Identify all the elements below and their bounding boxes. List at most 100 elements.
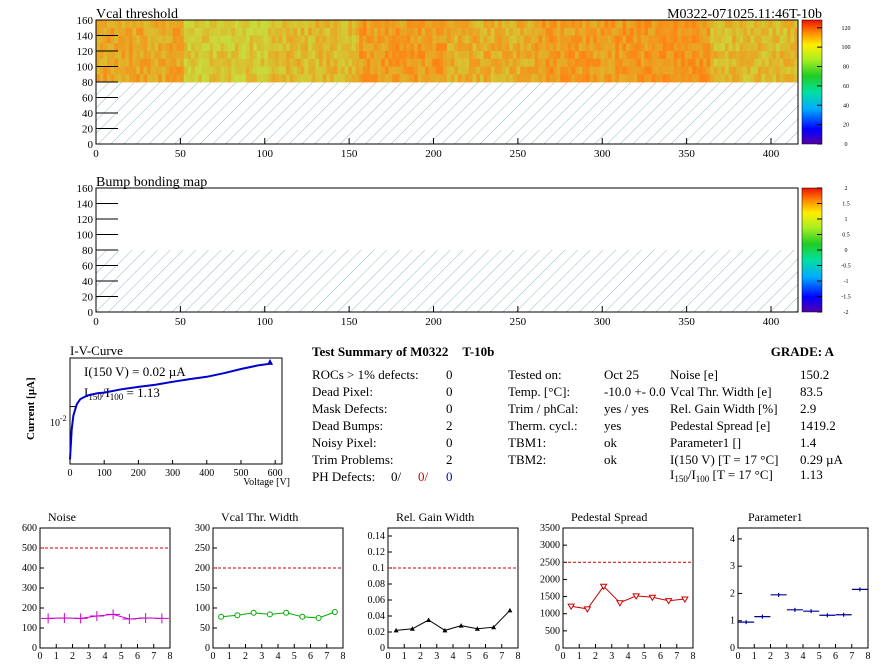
vcal-map-title: Vcal threshold	[96, 7, 178, 22]
heatmap-cell	[637, 74, 642, 83]
heatmap-cell	[260, 51, 265, 60]
heatmap-cell	[436, 74, 441, 83]
heatmap-cell	[783, 43, 788, 52]
heatmap-cell	[180, 35, 185, 44]
heatmap-cell	[615, 35, 620, 44]
heatmap-cell	[110, 66, 115, 75]
heatmap-cell	[772, 58, 777, 67]
heatmap-cell	[176, 51, 181, 60]
heatmap-cell	[231, 58, 236, 67]
heatmap-cell	[461, 20, 466, 29]
heatmap-cell	[618, 58, 623, 67]
heatmap-cell	[425, 74, 430, 83]
small-xtick-label: 8	[341, 651, 346, 662]
heatmap-cell	[728, 43, 733, 52]
heatmap-cell	[593, 58, 598, 67]
heatmap-cell	[348, 74, 353, 83]
heatmap-cell	[278, 51, 283, 60]
heatmap-cell	[304, 66, 309, 75]
heatmap-cell	[454, 66, 459, 75]
heatmap-cell	[143, 20, 148, 29]
heatmap-cell	[377, 66, 382, 75]
heatmap-cell	[414, 27, 419, 36]
heatmap-cell	[615, 27, 620, 36]
heatmap-cell	[264, 58, 269, 67]
heatmap-cell	[308, 20, 313, 29]
heatmap-cell	[457, 43, 463, 52]
heatmap-cell	[436, 58, 441, 67]
heatmap-cell	[315, 51, 320, 60]
small-ytick-label: 300	[22, 583, 37, 594]
summary-row-value: Oct 25	[604, 367, 639, 382]
heatmap-cell	[644, 43, 649, 52]
small-xtick-label: 3	[86, 651, 91, 662]
heatmap-cell	[750, 43, 755, 52]
data-point	[680, 596, 689, 603]
heatmap-cell	[787, 66, 792, 75]
heatmap-cell	[114, 74, 119, 83]
heatmap-cell	[147, 43, 152, 52]
heatmap-cell	[205, 20, 210, 29]
heatmap-cell	[454, 51, 459, 60]
data-point	[234, 612, 241, 619]
heatmap-cell	[311, 20, 316, 29]
heatmap-cell	[223, 51, 229, 60]
small-xtick-label: 6	[135, 651, 140, 662]
summary-row-label: Trim / phCal:	[508, 401, 578, 416]
heatmap-cell	[370, 58, 375, 67]
heatmap-cell	[308, 74, 313, 83]
heatmap-cell	[585, 66, 590, 75]
heatmap-cell	[117, 20, 122, 29]
heatmap-cell	[245, 66, 250, 75]
heatmap-cell	[439, 74, 444, 83]
heatmap-cell	[706, 74, 711, 83]
heatmap-cell	[611, 35, 616, 44]
heatmap-cell	[607, 20, 612, 29]
heatmap-cell	[308, 66, 313, 75]
heatmap-cell	[560, 66, 565, 75]
heatmap-cell	[139, 27, 144, 36]
small-ytick-label: 500	[22, 543, 37, 554]
heatmap-cell	[476, 27, 481, 36]
heatmap-cell	[392, 58, 397, 67]
heatmap-cell	[384, 66, 389, 75]
heatmap-cell	[326, 35, 331, 44]
iv-xtick-label: 100	[97, 468, 112, 479]
heatmap-cell	[479, 51, 484, 60]
heatmap-cell	[483, 20, 488, 29]
heatmap-cell	[117, 66, 122, 75]
heatmap-cell	[787, 20, 792, 29]
heatmap-cell	[754, 51, 759, 60]
small-xtick-label: 6	[483, 651, 488, 662]
heatmap-cell	[724, 27, 729, 36]
series-line	[571, 585, 685, 610]
heatmap-cell	[147, 35, 152, 44]
heatmap-cell	[574, 51, 580, 60]
heatmap-cell	[498, 20, 503, 29]
heatmap-cell	[381, 20, 386, 29]
small-xtick-label: 0	[211, 651, 216, 662]
heatmap-cell	[213, 58, 218, 67]
heatmap-cell	[461, 51, 466, 60]
heatmap-cell	[300, 74, 305, 83]
heatmap-cell	[794, 20, 799, 29]
heatmap-cell	[439, 43, 444, 52]
heatmap-cell	[359, 27, 364, 36]
heatmap-cell	[490, 51, 495, 60]
heatmap-cell	[472, 58, 477, 67]
heatmap-cell	[648, 43, 653, 52]
heatmap-cell	[750, 27, 755, 36]
heatmap-cell	[604, 27, 609, 36]
heatmap-cell	[542, 20, 547, 29]
small-xtick-label: 6	[658, 651, 663, 662]
heatmap-cell	[373, 74, 378, 83]
colorbar-tick-label: 80	[843, 65, 849, 71]
heatmap-cell	[688, 74, 693, 83]
heatmap-cell	[571, 66, 576, 75]
heatmap-cell	[330, 43, 335, 52]
heatmap-cell	[710, 66, 715, 75]
heatmap-cell	[176, 27, 181, 36]
heatmap-cell	[410, 66, 415, 75]
